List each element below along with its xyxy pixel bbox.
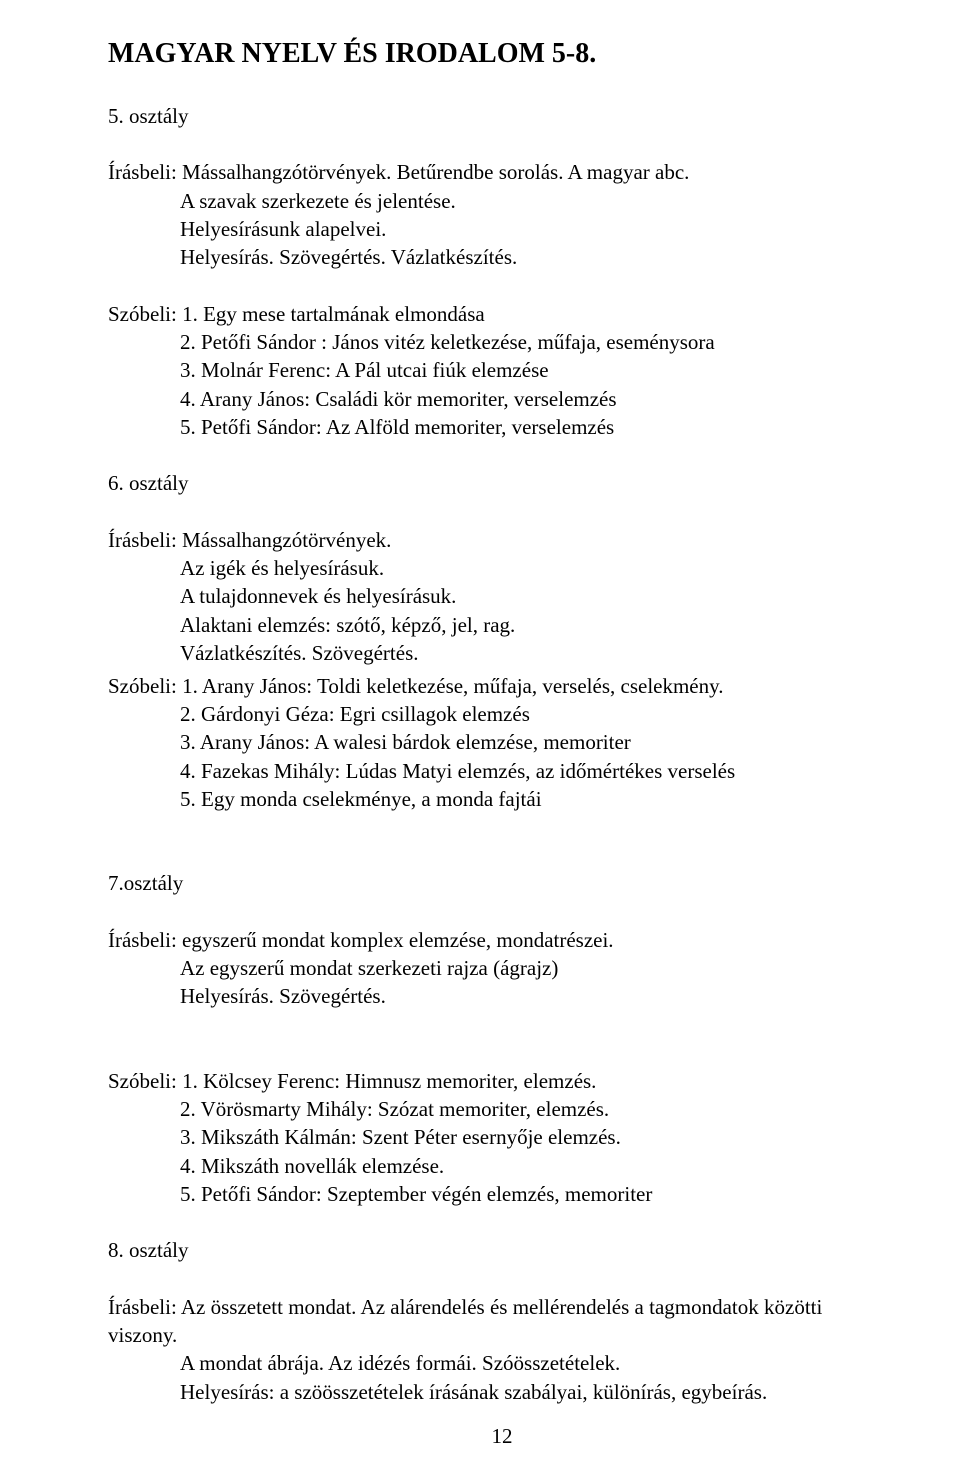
g7-szobeli-label: Szóbeli: 1. Kölcsey Ferenc: Himnusz memo… — [108, 1067, 896, 1095]
g5-szobeli-item-2: 2. Petőfi Sándor : János vitéz keletkezé… — [180, 328, 896, 356]
g5-szobeli-item-4: 4. Arany János: Családi kör memoriter, v… — [180, 385, 896, 413]
g7-szobeli-item-3: 3. Mikszáth Kálmán: Szent Péter esernyőj… — [180, 1123, 896, 1151]
g6-szobeli-item-3: 3. Arany János: A walesi bárdok elemzése… — [180, 728, 896, 756]
g8-irasbeli-line2: A mondat ábrája. Az idézés formái. Szóös… — [180, 1349, 896, 1377]
g6-szobeli-item-5: 5. Egy monda cselekménye, a monda fajtái — [180, 785, 896, 813]
document-page: MAGYAR NYELV ÉS IRODALOM 5-8. 5. osztály… — [0, 0, 960, 1469]
g5-szobeli-item-3: 3. Molnár Ferenc: A Pál utcai fiúk elemz… — [180, 356, 896, 384]
g5-irasbeli-line3: Helyesírásunk alapelvei. — [180, 215, 896, 243]
g6-irasbeli-line3: A tulajdonnevek és helyesírásuk. — [180, 582, 896, 610]
grade7-heading: 7.osztály — [108, 869, 896, 897]
page-number: 12 — [108, 1424, 896, 1449]
g5-irasbeli-line2: A szavak szerkezete és jelentése. — [180, 187, 896, 215]
g7-szobeli-item-4: 4. Mikszáth novellák elemzése. — [180, 1152, 896, 1180]
g7-irasbeli-line3: Helyesírás. Szövegértés. — [180, 982, 896, 1010]
g8-irasbeli-line3: Helyesírás: a szöösszetételek írásának s… — [180, 1378, 896, 1406]
g7-irasbeli-line2: Az egyszerű mondat szerkezeti rajza (ágr… — [180, 954, 896, 982]
g5-irasbeli-line4: Helyesírás. Szövegértés. Vázlatkészítés. — [180, 243, 896, 271]
g6-irasbeli-line1: Írásbeli: Mássalhangzótörvények. — [108, 526, 896, 554]
g6-irasbeli-line2: Az igék és helyesírásuk. — [180, 554, 896, 582]
g5-irasbeli-line1: Írásbeli: Mássalhangzótörvények. Betűren… — [108, 158, 896, 186]
grade6-heading: 6. osztály — [108, 469, 896, 497]
g6-irasbeli-line5: Vázlatkészítés. Szövegértés. — [180, 639, 896, 667]
g6-szobeli-item-2: 2. Gárdonyi Géza: Egri csillagok elemzés — [180, 700, 896, 728]
page-title: MAGYAR NYELV ÉS IRODALOM 5-8. — [108, 38, 896, 70]
g6-szobeli-label: Szóbeli: 1. Arany János: Toldi keletkezé… — [108, 672, 896, 700]
g5-szobeli-item-5: 5. Petőfi Sándor: Az Alföld memoriter, v… — [180, 413, 896, 441]
grade5-heading: 5. osztály — [108, 102, 896, 130]
g8-irasbeli-line1: Írásbeli: Az összetett mondat. Az aláren… — [108, 1293, 896, 1350]
grade8-heading: 8. osztály — [108, 1236, 896, 1264]
g6-szobeli-item-4: 4. Fazekas Mihály: Lúdas Matyi elemzés, … — [180, 757, 896, 785]
g5-szobeli-label: Szóbeli: 1. Egy mese tartalmának elmondá… — [108, 300, 896, 328]
g7-szobeli-item-2: 2. Vörösmarty Mihály: Szózat memoriter, … — [180, 1095, 896, 1123]
g7-szobeli-item-5: 5. Petőfi Sándor: Szeptember végén elemz… — [180, 1180, 896, 1208]
g6-irasbeli-line4: Alaktani elemzés: szótő, képző, jel, rag… — [180, 611, 896, 639]
g7-irasbeli-line1: Írásbeli: egyszerű mondat komplex elemzé… — [108, 926, 896, 954]
